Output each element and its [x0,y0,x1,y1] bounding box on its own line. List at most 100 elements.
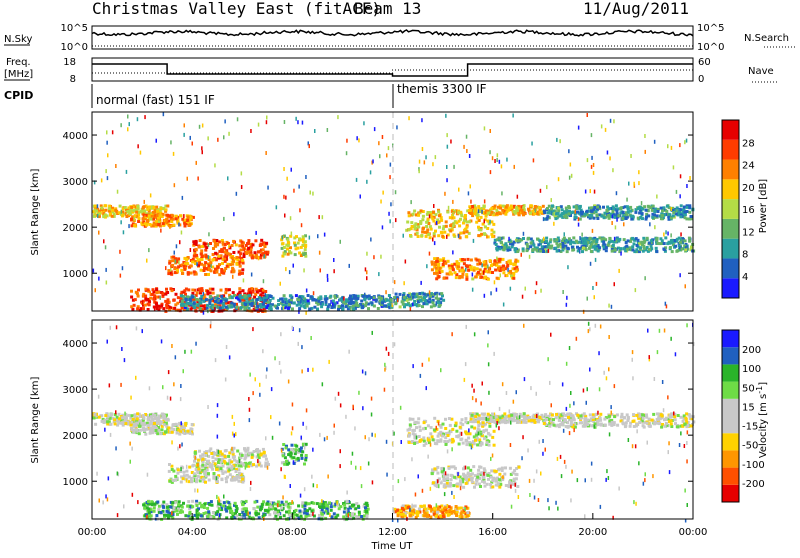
heatmap-cell [419,160,421,164]
heatmap-cell [570,163,572,167]
heatmap-cell [399,305,402,308]
heatmap-cell [190,307,193,310]
heatmap-cell [148,248,150,252]
heatmap-cell [252,243,255,246]
heatmap-cell [610,119,612,123]
heatmap-cell [420,281,422,285]
heatmap-cell [625,245,628,248]
heatmap-cell [611,221,613,225]
heatmap-cell [256,302,258,306]
heatmap-cell [284,214,286,218]
heatmap-cell [233,212,235,216]
heatmap-cell [490,291,492,295]
heatmap-cell [115,164,117,168]
heatmap-cell [665,230,667,234]
heatmap-cell [458,188,460,192]
heatmap-cell [357,505,360,508]
heatmap-cell [504,213,507,216]
heatmap-cell [266,120,268,124]
heatmap-cell [465,443,468,446]
heatmap-cell [541,416,544,419]
heatmap-cell [422,302,425,305]
heatmap-cell [224,291,227,294]
heatmap-cell [423,421,426,424]
heatmap-cell [568,237,571,240]
heatmap-cell [436,221,438,225]
heatmap-cell [502,268,505,271]
heatmap-cell [169,506,172,509]
heatmap-cell [356,297,359,300]
beam-title: Beam 13 [354,0,421,18]
heatmap-cell [516,485,519,488]
heatmap-cell [339,505,342,508]
heatmap-cell [209,288,212,291]
heatmap-cell [294,244,297,247]
heatmap-cell [203,264,206,267]
heatmap-cell [105,169,107,173]
heatmap-cell [613,119,615,123]
heatmap-cell [608,217,611,220]
heatmap-cell [199,290,202,293]
heatmap-cell [256,298,259,301]
heatmap-cell [224,243,227,246]
heatmap-cell [170,140,172,144]
heatmap-cell [425,221,428,224]
heatmap-cell [517,420,520,423]
heatmap-cell [669,246,672,249]
heatmap-cell [262,248,265,251]
nsky-tick-bottom: 10^0 [61,42,88,53]
heatmap-cell [452,250,454,254]
heatmap-cell [130,218,133,221]
heatmap-cell [204,454,207,457]
heatmap-cell [470,184,472,188]
heatmap-cell [172,470,175,473]
heatmap-cell [681,248,684,251]
heatmap-cell [445,114,447,118]
heatmap-cell [146,424,149,427]
heatmap-cell [380,200,382,204]
heatmap-cell [260,243,263,246]
heatmap-cell [196,262,198,266]
heatmap-cell [365,510,368,513]
heatmap-cell [193,270,196,273]
heatmap-cell [304,244,307,247]
heatmap-cell [593,163,595,167]
heatmap-cell [201,245,204,248]
heatmap-cell [430,305,433,308]
heatmap-cell [177,296,180,299]
heatmap-cell [197,475,200,478]
heatmap-cell [146,428,149,431]
heatmap-cell [196,291,199,294]
heatmap-cell [601,124,603,128]
heatmap-cell [188,512,191,515]
heatmap-cell [590,189,592,193]
heatmap-cell [189,302,192,305]
heatmap-cell [628,182,630,186]
heatmap-cell [121,210,123,214]
heatmap-cell [321,513,324,516]
heatmap-cell [413,421,416,424]
heatmap-cell [496,277,499,280]
heatmap-cell [630,218,633,221]
heatmap-cell [202,512,205,515]
heatmap-cell [150,193,152,197]
heatmap-cell [186,505,189,508]
heatmap-cell [148,511,151,514]
heatmap-cell [477,226,480,229]
heatmap-cell [477,421,480,424]
heatmap-cell [330,505,333,508]
heatmap-cell [204,481,207,484]
heatmap-cell [589,214,592,217]
heatmap-cell [473,427,476,430]
heatmap-cell [419,222,422,225]
heatmap-cell [97,214,99,218]
heatmap-cell [182,196,184,200]
heatmap-cell [366,276,368,280]
heatmap-cell [217,461,220,464]
heatmap-cell [602,240,605,243]
heatmap-cell [127,115,129,119]
heatmap-cell [626,198,628,202]
heatmap-cell [349,295,352,298]
heatmap-cell [193,306,196,309]
heatmap-cell [168,463,171,466]
